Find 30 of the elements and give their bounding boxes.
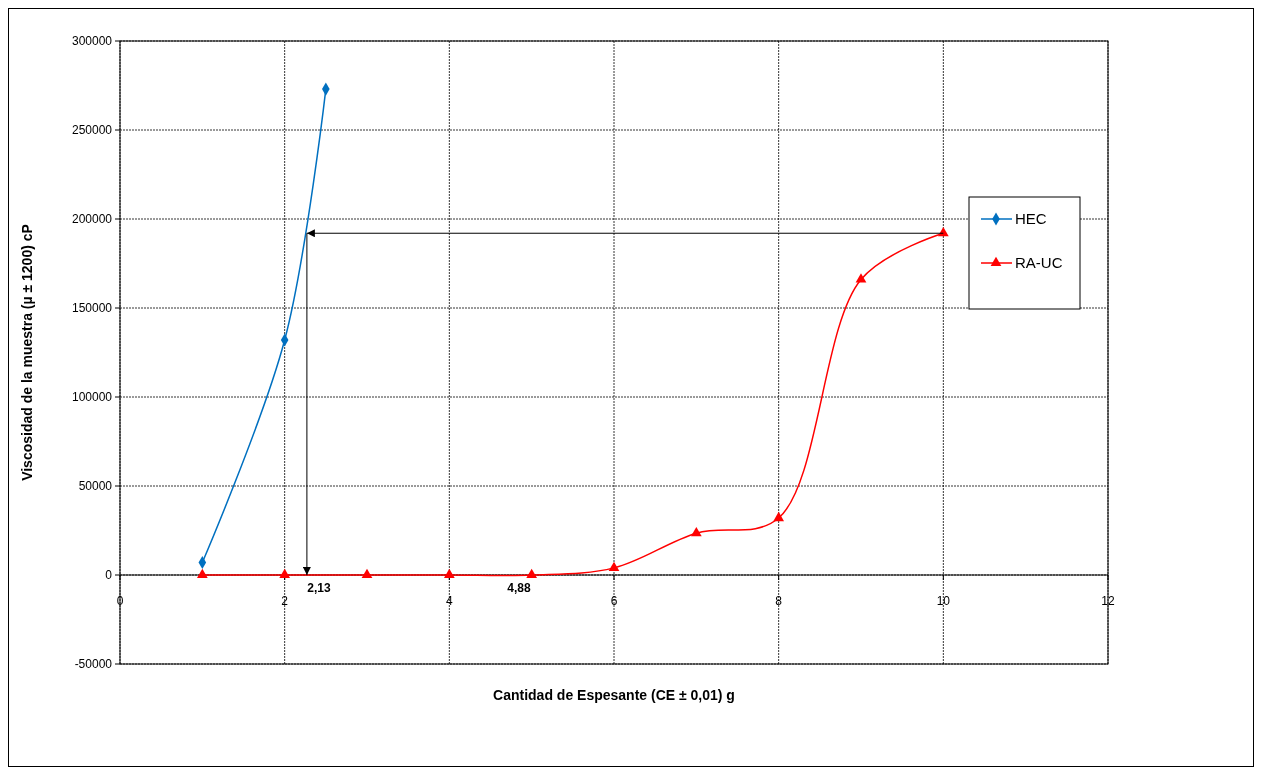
point xyxy=(690,526,702,537)
point xyxy=(526,568,538,579)
y-tick-label: 0 xyxy=(105,568,113,583)
point xyxy=(855,273,867,283)
y-axis-title: Viscosidad de la muestra (µ ± 1200) cP xyxy=(19,224,35,481)
x-tick-label: 0 xyxy=(116,594,124,608)
annotation: 4,88 xyxy=(507,581,531,595)
legend-label: RA-UC xyxy=(1015,254,1063,272)
point xyxy=(361,568,373,579)
y-tick-label: 200000 xyxy=(71,212,113,227)
point xyxy=(279,568,291,579)
x-tick-label: 2 xyxy=(281,594,289,608)
x-tick-label: 4 xyxy=(445,594,453,608)
y-tick-label: 150000 xyxy=(71,301,113,316)
y-tick-label: -50000 xyxy=(74,657,113,672)
y-tick-label: 100000 xyxy=(71,390,113,405)
x-tick-label: 10 xyxy=(936,594,951,608)
annotation: 2,13 xyxy=(307,581,331,595)
x-tick-label: 12 xyxy=(1101,594,1115,608)
y-tick-label: 50000 xyxy=(78,479,113,494)
x-tick-label: 6 xyxy=(610,594,618,608)
x-axis-title: Cantidad de Espesante (CE ± 0,01) g xyxy=(493,687,735,703)
legend-label: HEC xyxy=(1015,210,1047,228)
y-tick-label: 300000 xyxy=(71,34,113,49)
x-tick-label: 8 xyxy=(775,594,783,608)
point xyxy=(196,568,208,579)
point xyxy=(608,561,620,571)
point xyxy=(443,568,455,579)
point xyxy=(773,511,785,522)
y-tick-label: 250000 xyxy=(71,123,113,138)
